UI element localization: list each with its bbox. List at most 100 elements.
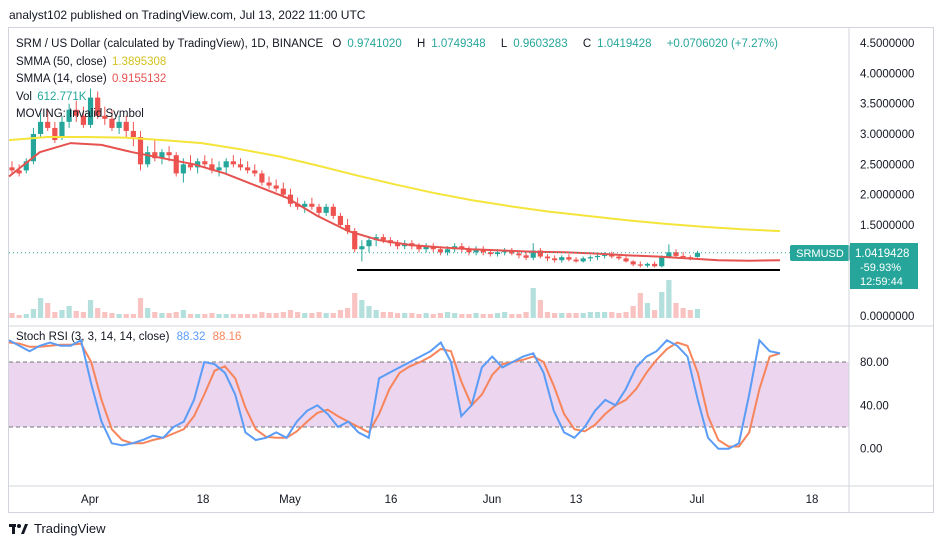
candle-body	[559, 257, 565, 261]
volume-bars	[9, 280, 701, 318]
volume-bar	[280, 312, 286, 318]
stoch-k-line	[8, 338, 781, 450]
stoch-axis-label: 0.00	[860, 444, 882, 456]
volume-bar	[630, 306, 636, 318]
candle-body	[202, 161, 208, 165]
volume-bar	[494, 313, 501, 318]
candle-body	[23, 161, 29, 171]
volume-bar	[523, 312, 529, 318]
volume-bar	[544, 312, 551, 318]
price-tag-timer: 12:59:44	[860, 276, 903, 288]
volume-bar	[444, 312, 451, 318]
legend-smma50: SMMA (50, close) 1.3895308	[16, 55, 167, 68]
volume-bar	[166, 313, 172, 318]
candle-body	[616, 256, 622, 259]
candle-body	[266, 182, 272, 186]
candle-body	[659, 257, 665, 267]
price-tag-symbol: SRMUSD	[796, 248, 844, 260]
candle-body	[95, 97, 101, 116]
volume-bar	[423, 313, 429, 318]
volume-bar	[402, 313, 408, 318]
volume-bar	[573, 313, 579, 318]
volume-bar	[252, 314, 258, 318]
volume-bar	[180, 310, 186, 318]
volume-bar	[137, 298, 144, 318]
volume-bar	[337, 310, 344, 318]
volume-bar	[359, 300, 365, 318]
volume-bar	[616, 313, 622, 318]
candle-body	[45, 121, 51, 128]
volume-bar	[173, 312, 179, 318]
candle-body	[337, 215, 344, 225]
legend-open: O 0.9741020	[332, 38, 402, 50]
candle-body	[309, 203, 315, 207]
volume-bar	[409, 313, 415, 318]
candle-body	[73, 109, 79, 116]
volume-bar	[459, 314, 465, 318]
volume-bar	[237, 314, 244, 318]
volume-bar	[644, 303, 651, 318]
volume-bar	[502, 312, 508, 318]
stoch-rsi-pane	[8, 338, 849, 450]
volume-bar	[316, 312, 322, 318]
candle-body	[252, 170, 258, 174]
volume-bar	[52, 312, 58, 318]
candle-body	[416, 246, 422, 250]
volume-bar	[430, 314, 436, 318]
candle-body	[195, 161, 201, 168]
volume-bar	[666, 280, 672, 318]
price-tag-symbol-box	[790, 245, 850, 261]
candle-body	[594, 255, 601, 258]
volume-bar	[330, 313, 336, 318]
price-axis-label: 0.0000000	[860, 311, 914, 323]
legend-volume: Vol 612.771K	[16, 90, 87, 103]
volume-bar	[259, 312, 265, 318]
candle-body	[573, 259, 579, 262]
candle-body	[680, 255, 686, 258]
legend-symbol: SRM / US Dollar (calculated by TradingVi…	[16, 38, 324, 50]
candle-body	[694, 252, 701, 257]
candle-body	[516, 253, 522, 256]
time-axis-label: 13	[570, 494, 583, 506]
candle-body	[145, 152, 151, 165]
volume-bar	[45, 303, 51, 318]
volume-bar	[202, 314, 208, 318]
volume-bar	[437, 313, 443, 318]
candle-body	[552, 258, 558, 261]
volume-bar	[187, 314, 194, 318]
candle-body	[237, 164, 244, 168]
volume-bar	[366, 306, 372, 318]
candle-body	[537, 250, 543, 257]
volume-bar	[73, 311, 79, 318]
candle-body	[302, 203, 308, 207]
volume-bar	[23, 314, 29, 318]
candle-body	[480, 249, 486, 253]
volume-bar	[116, 314, 122, 318]
candle-body	[173, 155, 179, 174]
candle-body	[623, 258, 629, 262]
candle-body	[394, 243, 401, 247]
candle-body	[137, 137, 144, 165]
price-axis-label: 4.5000000	[860, 38, 914, 50]
candle-body	[273, 185, 279, 189]
candle-body	[52, 127, 58, 141]
volume-bar	[130, 314, 136, 318]
candle-body	[602, 254, 608, 256]
candle-body	[216, 167, 222, 171]
volume-bar	[594, 312, 601, 318]
time-axis-label: 16	[385, 494, 398, 506]
candle-body	[116, 121, 122, 128]
legend-close: C 1.0419428	[582, 38, 652, 50]
smma14-line	[8, 142, 781, 262]
volume-bar	[387, 312, 394, 318]
legend-low: L 0.9603283	[500, 38, 568, 50]
volume-bar	[266, 313, 272, 318]
volume-bar	[609, 312, 615, 318]
candle-body	[437, 249, 443, 253]
candle-body	[652, 263, 658, 267]
candle-body	[366, 240, 372, 247]
candle-body	[123, 121, 129, 131]
volume-bar	[516, 314, 522, 318]
candle-body	[245, 167, 251, 171]
